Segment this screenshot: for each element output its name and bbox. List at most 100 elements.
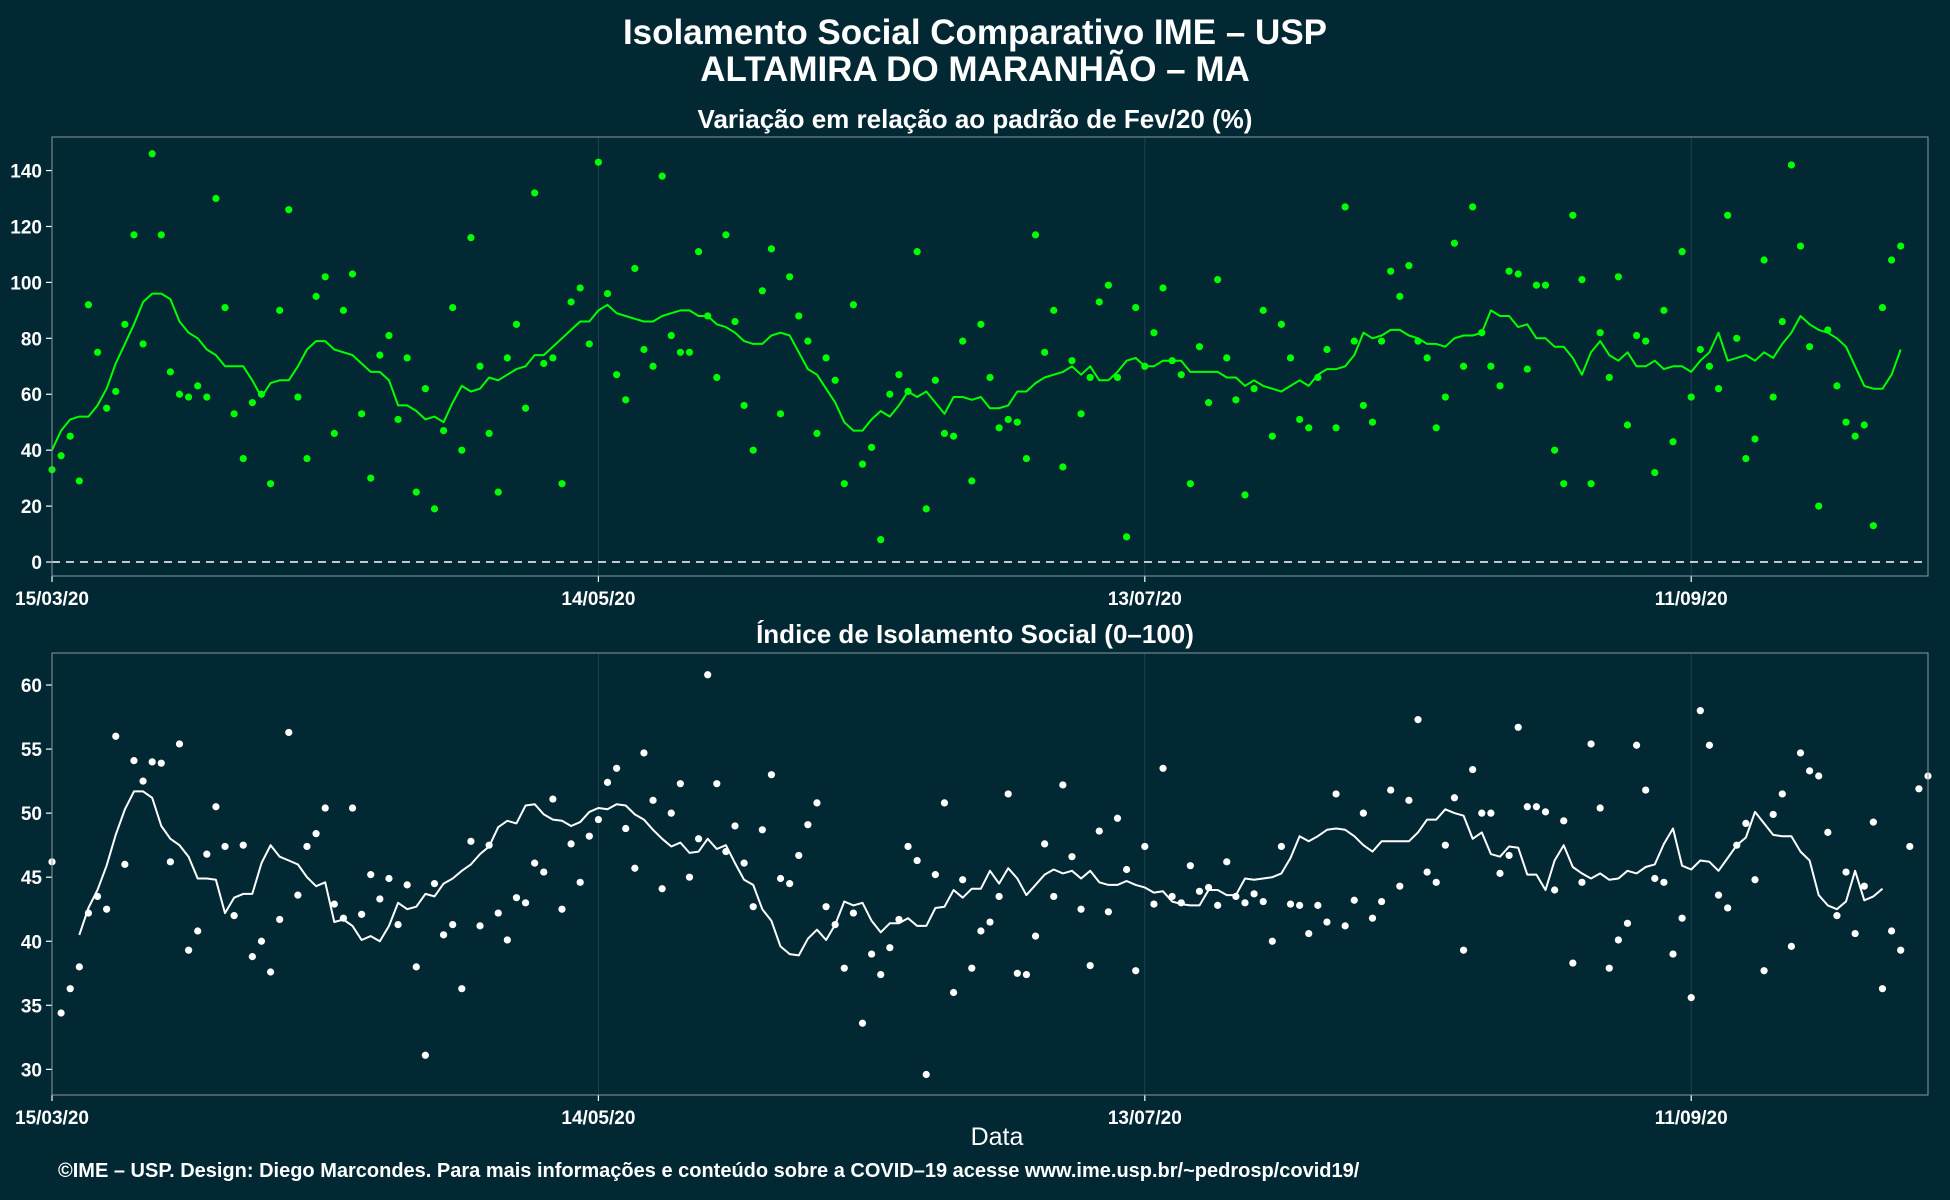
top-data-point — [576, 284, 584, 292]
top-data-point — [1377, 337, 1386, 345]
bottom-data-point — [367, 871, 375, 879]
top-data-point — [1268, 432, 1276, 440]
bottom-data-point — [239, 841, 247, 849]
bottom-data-point — [540, 868, 548, 876]
bottom-data-point — [1232, 892, 1240, 901]
top-data-point — [1004, 415, 1012, 424]
top-data-point — [1387, 267, 1395, 275]
top-data-point — [640, 345, 648, 354]
bottom-data-point — [1296, 901, 1304, 909]
top-data-point — [103, 404, 111, 412]
top-data-point — [1541, 281, 1550, 289]
panel-top-plot: 0 20 40 60 80 100 120 140 15/03/20 14/05/20 13/07/… — [10, 136, 1929, 610]
bottom-data-point — [585, 832, 593, 840]
top-data-point — [540, 359, 548, 368]
top-data-point — [166, 368, 174, 376]
top-data-point — [494, 488, 502, 496]
bottom-data-point — [121, 860, 129, 868]
top-data-point — [148, 150, 156, 158]
bottom-data-point — [1523, 803, 1531, 811]
bottom-data-point — [786, 880, 794, 888]
bottom-data-point — [558, 905, 566, 913]
bottom-data-point — [1642, 786, 1650, 794]
top-data-point — [303, 454, 311, 463]
bottom-data-point — [57, 1009, 65, 1017]
top-data-point — [567, 298, 575, 306]
bottom-data-point — [1714, 891, 1723, 899]
top-data-point — [959, 337, 967, 345]
bottom-data-point — [567, 840, 575, 848]
bottom-data-point — [1687, 994, 1695, 1002]
top-data-point — [1086, 373, 1094, 382]
top-data-point — [613, 371, 621, 379]
top-plot-frame — [51, 136, 1929, 577]
bottom-data-point — [1259, 897, 1267, 906]
top-data-point — [1450, 239, 1459, 247]
bottom-y-tick-label: 40 — [21, 932, 42, 953]
bottom-data-point — [740, 859, 748, 867]
bottom-data-point — [1141, 842, 1149, 851]
top-data-point — [1887, 256, 1896, 264]
bottom-data-point — [1724, 904, 1732, 912]
bottom-data-point — [1742, 819, 1750, 827]
top-data-point — [185, 393, 193, 401]
top-data-point — [1842, 418, 1850, 426]
bottom-data-point — [1569, 959, 1577, 967]
bottom-data-point — [449, 921, 457, 929]
bottom-data-point — [1596, 804, 1604, 812]
bottom-data-point — [394, 921, 402, 929]
top-data-point — [886, 390, 894, 398]
bottom-data-point — [1696, 707, 1704, 715]
top-data-point — [348, 270, 357, 278]
top-data-point — [1623, 421, 1632, 429]
top-data-point — [977, 320, 985, 328]
top-data-point — [57, 452, 65, 460]
top-data-point — [403, 354, 411, 362]
bottom-data-point — [148, 758, 156, 766]
top-data-point — [868, 443, 876, 451]
bottom-data-point — [1323, 918, 1331, 926]
top-data-point — [1514, 270, 1522, 278]
bottom-data-point — [977, 927, 985, 935]
bottom-data-point — [358, 910, 366, 918]
bottom-data-point — [1104, 908, 1112, 916]
top-data-point — [1878, 303, 1887, 312]
bottom-data-point — [1469, 765, 1477, 774]
bottom-data-point — [722, 847, 730, 856]
top-data-point — [1669, 438, 1677, 446]
top-data-point — [367, 474, 375, 482]
bottom-data-point — [339, 914, 348, 922]
bottom-data-point — [503, 936, 511, 944]
top-data-point — [558, 480, 566, 488]
bottom-data-point — [139, 777, 147, 785]
bottom-y-tick-label: 60 — [21, 676, 42, 697]
bottom-data-point — [1341, 922, 1349, 930]
top-data-point — [194, 382, 202, 390]
top-data-point — [1232, 396, 1240, 404]
bottom-data-point — [1778, 790, 1786, 798]
top-data-point — [312, 292, 320, 300]
top-data-point — [1897, 242, 1905, 250]
top-data-point — [1368, 418, 1377, 426]
bottom-data-point — [1760, 967, 1768, 975]
top-data-point — [1041, 348, 1049, 356]
bottom-y-tick-label: 35 — [21, 996, 43, 1017]
bottom-data-point — [1678, 914, 1686, 922]
top-data-point — [339, 306, 348, 314]
bottom-data-point — [895, 915, 903, 924]
top-data-point — [1159, 284, 1167, 292]
top-data-point — [858, 460, 867, 468]
top-data-point — [157, 231, 165, 239]
bottom-data-point — [1359, 809, 1367, 817]
top-data-point — [758, 287, 766, 295]
bottom-data-point — [813, 799, 821, 807]
top-data-point — [1186, 480, 1194, 488]
top-data-point — [658, 172, 666, 180]
top-data-point — [139, 340, 147, 348]
top-data-point — [1241, 491, 1249, 499]
bottom-data-point — [112, 732, 120, 740]
bottom-data-point — [776, 874, 785, 883]
bottom-data-point — [1159, 764, 1167, 772]
bottom-data-point — [1751, 876, 1759, 884]
bottom-data-point — [1277, 842, 1286, 851]
